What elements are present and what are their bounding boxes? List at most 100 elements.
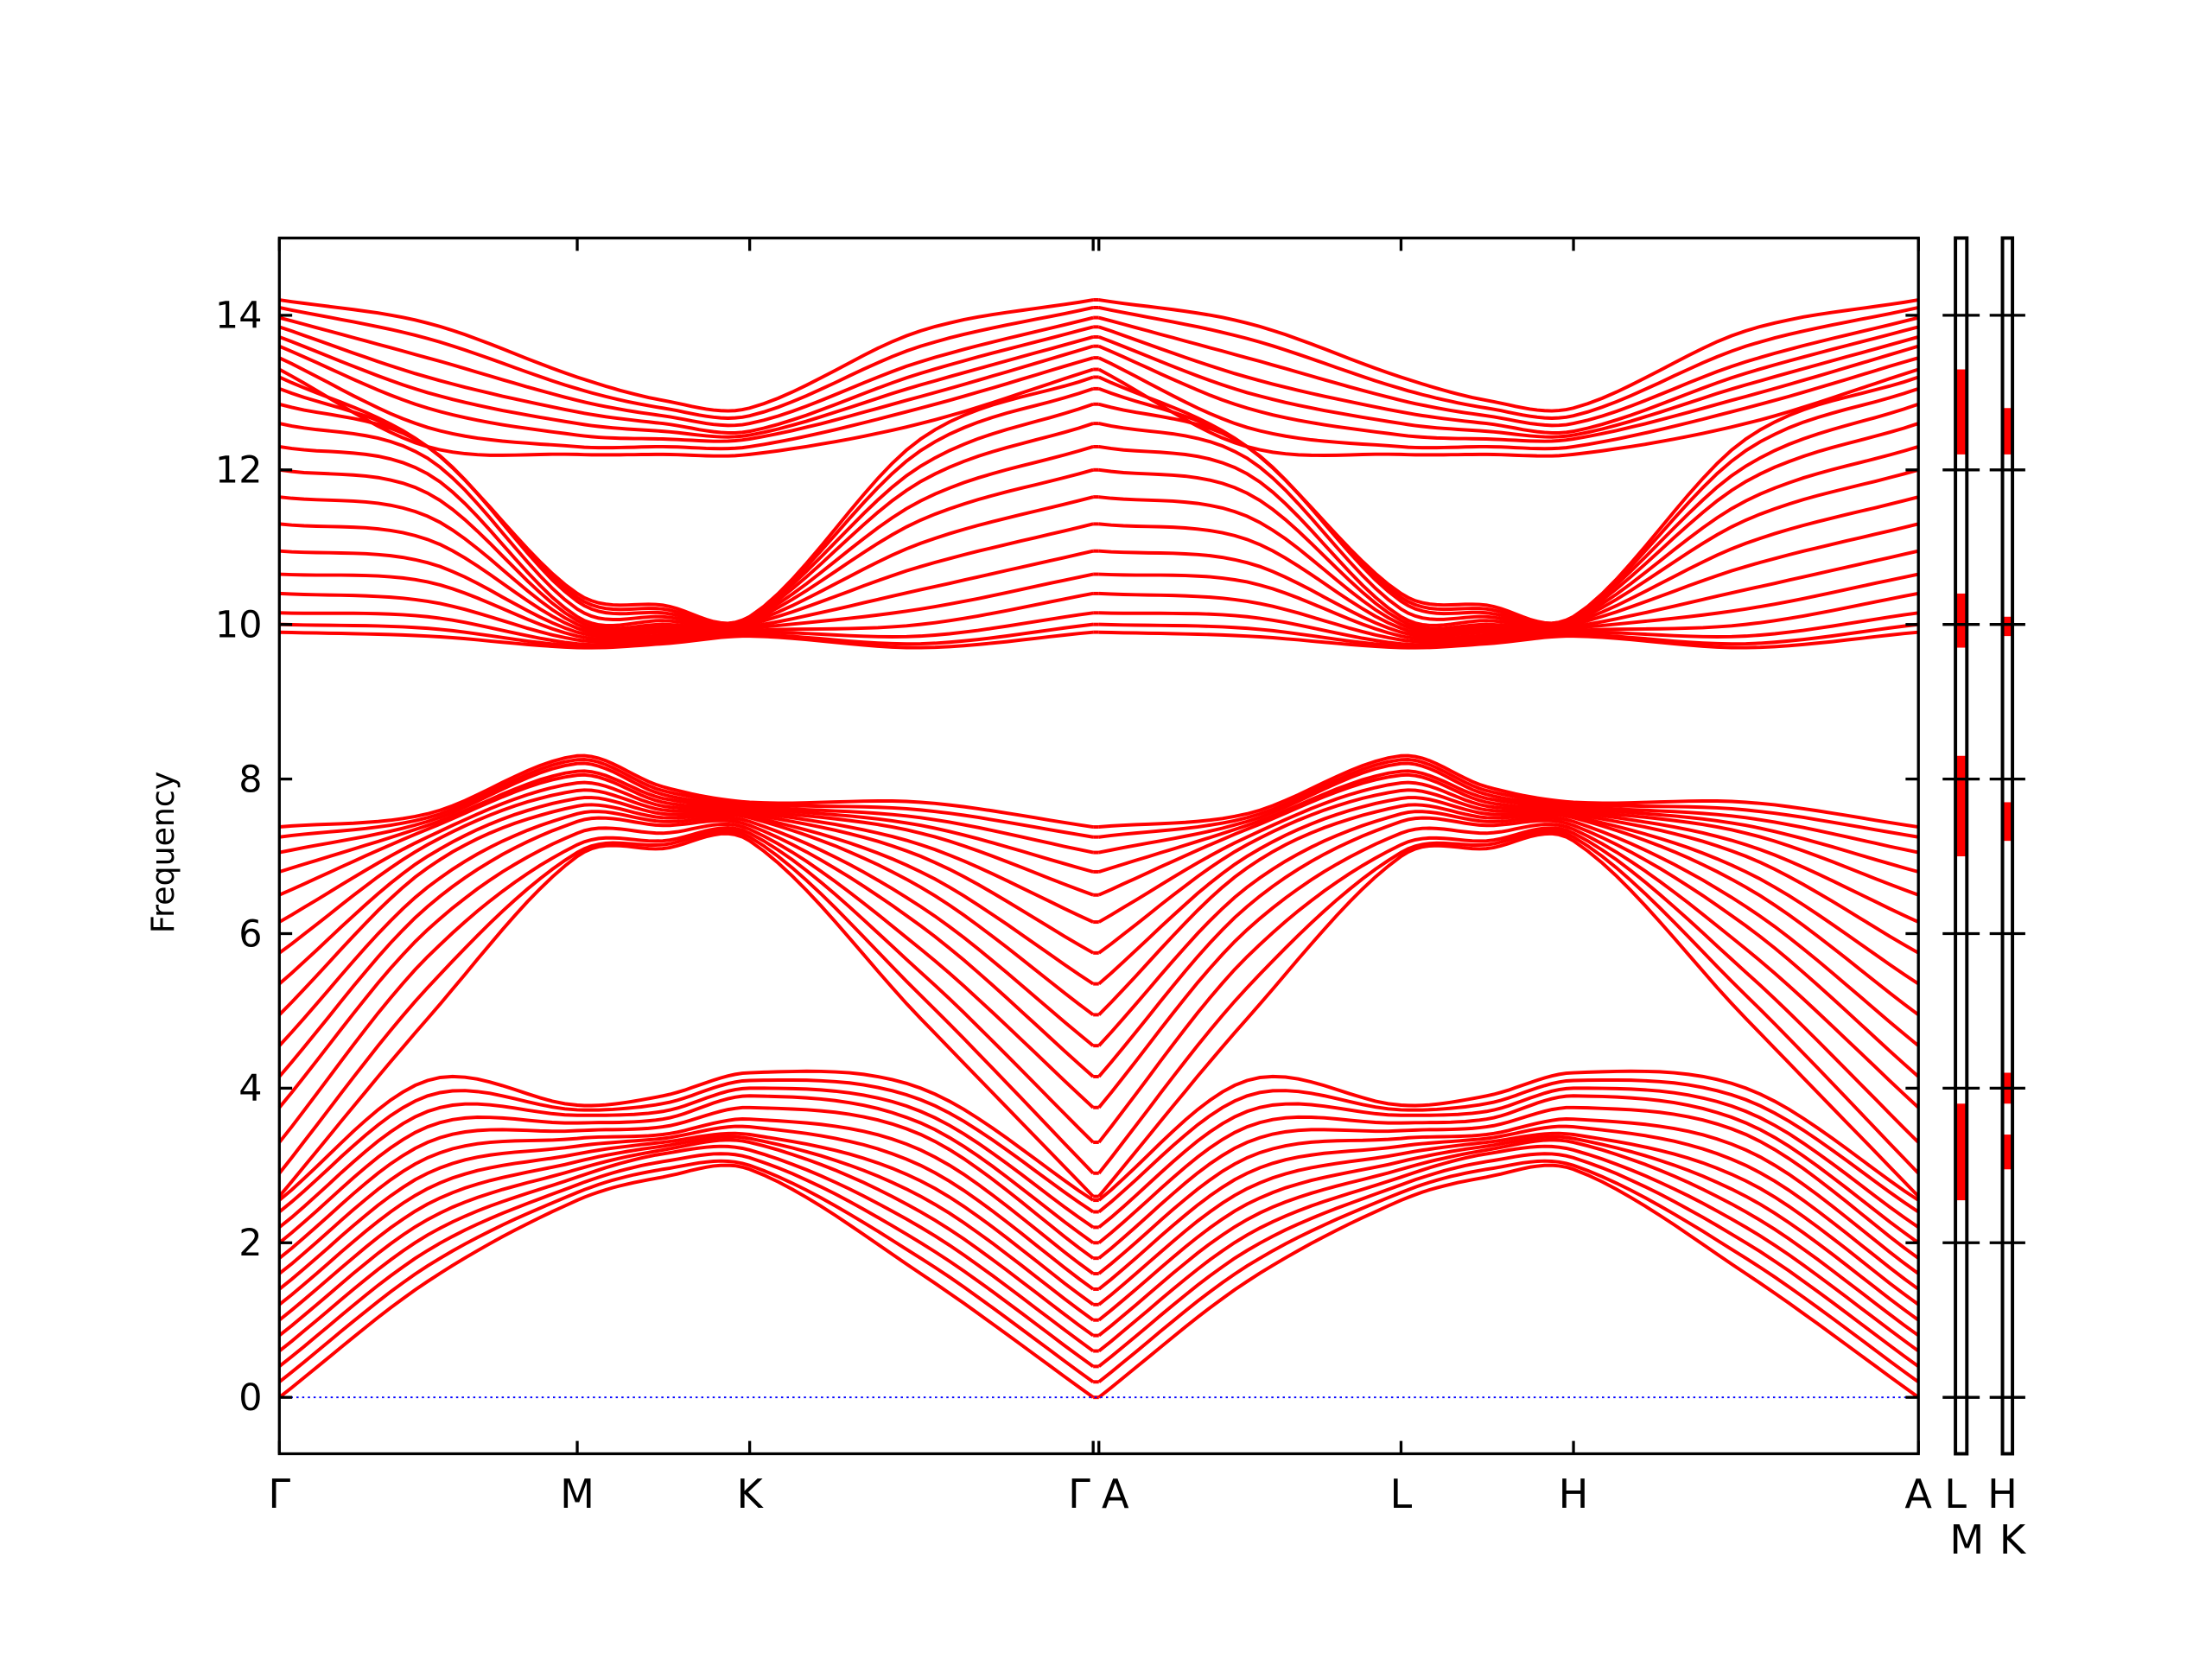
y-tick-label: 12 (215, 449, 263, 493)
band-line-14-gmk-g (279, 522, 1094, 636)
band-line-32-alh-a (1097, 772, 1919, 897)
band-line-16-gmk-g (279, 467, 1094, 631)
band-line-28-gmk-g (277, 803, 1095, 1017)
side-panel-band (2002, 408, 2013, 454)
band-line-13-gmk-g (279, 549, 1094, 639)
band-line-49-gmk-g (278, 1077, 1095, 1214)
band-line-11-gmk-g (279, 591, 1094, 644)
x-tick-label-H: H (1559, 1471, 1589, 1517)
band-line-2-gmk-g (278, 344, 1094, 443)
band-line-17-gmk-g (279, 444, 1094, 628)
band-line-46-gmk-g (278, 1105, 1095, 1260)
y-tick-label: 14 (215, 295, 263, 338)
x-tick-label-L: L (1390, 1471, 1413, 1517)
band-line-44-alh-a (1097, 1124, 1920, 1291)
side-panel-band (2002, 616, 2013, 637)
side-panel-band (1955, 755, 1967, 857)
band-line-24-gmk-g (277, 826, 1095, 1144)
side-panel-band (2002, 1135, 2013, 1170)
band-line-29-gmk-g (277, 796, 1095, 986)
band-line-1-gmk-g (278, 356, 1094, 451)
y-tick-label: 2 (238, 1222, 262, 1265)
band-line-39-gmk-g (278, 1152, 1095, 1368)
band-line-25-alh-a (1097, 823, 1920, 1109)
band-line-8-alh-a (1098, 630, 1919, 650)
side-panel-band (1955, 593, 1967, 648)
band-line-33-gmk-g (278, 769, 1094, 874)
band-line-6-gmk-g (278, 306, 1094, 420)
band-line-16-alh-a (1098, 467, 1919, 631)
band-line-10-gmk-g (279, 611, 1094, 647)
band-line-48-gmk-g (278, 1086, 1095, 1229)
band-line-21-gmk-g (278, 375, 1094, 626)
band-line-43-alh-a (1097, 1131, 1920, 1306)
band-line-34-gmk-g (278, 761, 1094, 855)
side-panel-frame (1954, 236, 1969, 1456)
band-line-30-alh-a (1097, 788, 1920, 955)
band-line-33-alh-a (1098, 769, 1919, 874)
band-line-14-alh-a (1098, 522, 1919, 636)
band-line-12-gmk-g (279, 572, 1094, 641)
band-line-4-alh-a (1098, 325, 1919, 435)
band-line-26-gmk-g (277, 816, 1095, 1078)
band-line-17-alh-a (1098, 444, 1919, 628)
band-line-36-gmk-g (279, 753, 1094, 830)
band-line-4-gmk-g (278, 325, 1094, 435)
band-line-8-gmk-g (279, 630, 1094, 650)
side-panel-frame (2000, 236, 2015, 1456)
band-line-12-alh-a (1098, 572, 1919, 641)
band-line-6-alh-a (1098, 306, 1919, 420)
band-line-29-alh-a (1097, 796, 1920, 986)
y-axis-label: Frequency (144, 772, 181, 933)
band-line-44-gmk-g (278, 1124, 1095, 1291)
y-tick-label: 8 (238, 758, 262, 801)
band-line-18-alh-a (1098, 422, 1919, 627)
band-line-42-alh-a (1097, 1135, 1920, 1322)
band-line-48-alh-a (1097, 1086, 1920, 1229)
band-line-2-alh-a (1097, 344, 1919, 443)
band-line-45-alh-a (1097, 1117, 1920, 1275)
band-line-23-alh-a (1097, 829, 1920, 1175)
side-panel-label-H: H (1987, 1471, 2018, 1517)
side-panel-band (2002, 802, 2013, 842)
band-line-35-alh-a (1098, 758, 1919, 839)
side-panel-band (1955, 1103, 1967, 1201)
band-line-26-alh-a (1097, 816, 1920, 1078)
band-line-1-alh-a (1097, 356, 1919, 451)
band-line-18-gmk-g (278, 422, 1094, 627)
band-line-25-gmk-g (277, 822, 1095, 1109)
band-line-7-alh-a (1098, 298, 1919, 413)
band-line-40-gmk-g (278, 1144, 1095, 1353)
band-line-40-alh-a (1097, 1144, 1920, 1353)
band-line-27-alh-a (1097, 810, 1920, 1047)
band-line-15-alh-a (1098, 495, 1919, 633)
band-line-42-gmk-g (278, 1135, 1095, 1322)
y-tick-label: 10 (215, 604, 263, 647)
x-tick-label-A: A (1904, 1471, 1932, 1517)
band-line-3-alh-a (1098, 335, 1919, 439)
x-tick-label-Γ: Γ (1068, 1471, 1090, 1517)
band-line-21-alh-a (1097, 375, 1919, 626)
band-line-7-gmk-g (279, 298, 1094, 413)
band-line-50-gmk-g (278, 1069, 1095, 1202)
band-line-38-gmk-g (278, 1159, 1095, 1383)
band-line-28-alh-a (1097, 803, 1920, 1017)
band-line-45-gmk-g (278, 1117, 1095, 1275)
y-tick-label: 0 (238, 1376, 262, 1420)
band-line-20-alh-a (1098, 386, 1919, 626)
band-line-39-alh-a (1097, 1152, 1920, 1368)
band-line-15-gmk-g (279, 495, 1094, 633)
band-line-11-alh-a (1098, 591, 1919, 644)
x-tick-label-M: M (560, 1471, 594, 1517)
band-line-13-alh-a (1098, 549, 1919, 639)
band-line-38-alh-a (1097, 1159, 1920, 1383)
plot-frame (277, 236, 1920, 1456)
band-line-41-gmk-g (278, 1138, 1095, 1338)
band-line-10-alh-a (1098, 611, 1919, 647)
band-line-36-alh-a (1098, 753, 1919, 830)
band-line-37-gmk-g (278, 1163, 1095, 1399)
band-line-5-gmk-g (278, 315, 1094, 428)
